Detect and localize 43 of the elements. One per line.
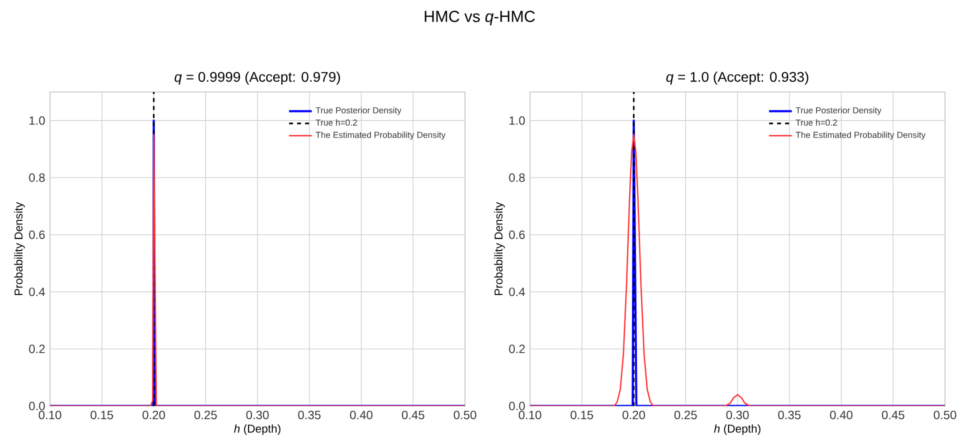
y-axis-title: Probability Density (494, 202, 505, 296)
y-tick-label: 1.0 (510, 116, 525, 125)
x-tick-label: 0.10 (38, 410, 62, 420)
legend-label: The Estimated Probability Density (796, 132, 926, 140)
x-tick-label: 0.15 (90, 410, 114, 420)
x-tick-label: 0.25 (194, 410, 217, 420)
x-tick-label: 0.25 (674, 410, 697, 420)
y-tick-label: 0.4 (509, 288, 525, 296)
legend-label: True Posterior Density (316, 107, 402, 116)
legend-label: True h=0.2 (316, 119, 357, 126)
x-axis-title: h (Depth) (234, 424, 280, 435)
x-tick-label: 0.45 (402, 410, 424, 420)
y-tick-label: 0.8 (509, 173, 525, 182)
x-tick-label: 0.35 (298, 410, 321, 420)
y-tick-label: 0.6 (509, 230, 525, 239)
y-tick-label: 0.4 (29, 288, 45, 296)
y-tick-label: 0.2 (509, 344, 525, 354)
x-tick-label: 0.20 (142, 410, 165, 420)
chart-title: q = 1.0 (Accept: 0.933) (666, 72, 808, 85)
x-tick-label: 0.40 (350, 410, 372, 420)
legend-label: The Estimated Probability Density (316, 132, 446, 140)
x-tick-label: 0.45 (882, 410, 904, 420)
x-tick-label: 0.50 (934, 410, 956, 420)
x-tick-label: 0.30 (726, 410, 749, 420)
y-tick-label: 0.0 (509, 402, 525, 410)
y-tick-label: 0.2 (29, 344, 45, 354)
text: HMC vs q-HMC (424, 10, 535, 26)
x-tick-label: 0.10 (518, 410, 542, 420)
chart-title: q = 0.9999 (Accept: 0.979) (174, 72, 340, 85)
x-tick-label: 0.20 (622, 410, 645, 420)
x-tick-label: 0.40 (830, 410, 852, 420)
x-axis-title: h (Depth) (714, 424, 760, 435)
x-tick-label: 0.35 (778, 410, 801, 420)
legend-label: True h=0.2 (796, 119, 837, 126)
x-tick-label: 0.15 (570, 410, 594, 420)
x-tick-label: 0.50 (454, 410, 476, 420)
legend-label: True Posterior Density (796, 107, 882, 116)
y-tick-label: 0.6 (29, 230, 45, 239)
y-tick-label: 0.0 (29, 402, 45, 410)
y-tick-label: 0.8 (29, 173, 45, 182)
x-tick-label: 0.30 (246, 410, 269, 420)
y-tick-label: 1.0 (30, 116, 45, 125)
y-axis-title: Probability Density (14, 202, 25, 296)
